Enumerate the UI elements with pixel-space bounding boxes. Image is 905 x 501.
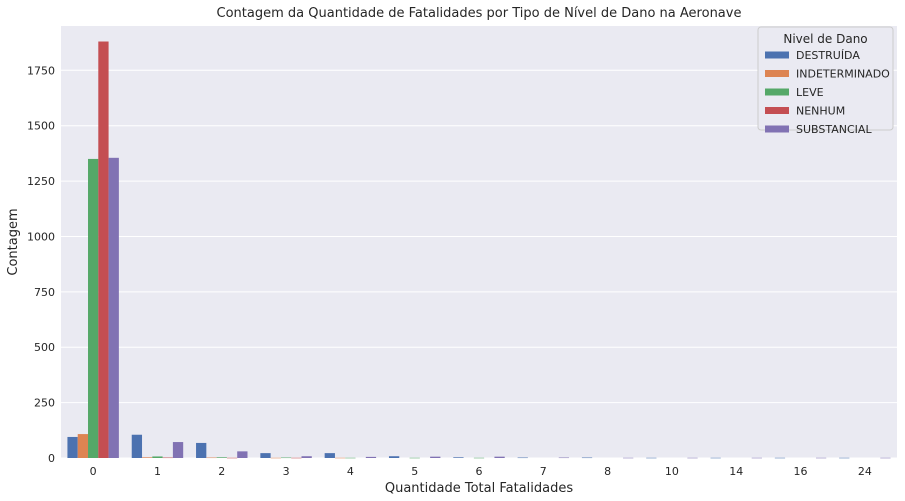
bar-substancial-1: [172, 442, 184, 458]
bar-indeterminado-2: [206, 457, 217, 459]
bar-substancial-14: [751, 457, 762, 459]
bar-nenhum-0: [98, 41, 109, 458]
x-tick-label: 4: [347, 465, 354, 478]
bar-nenhum-1: [162, 457, 173, 459]
x-tick-label: 16: [794, 465, 808, 478]
bar-destruída-0: [67, 436, 78, 458]
legend-label: DESTRUÍDA: [796, 49, 860, 62]
legend-swatch: [765, 70, 789, 77]
legend-label: SUBSTANCIAL: [796, 123, 872, 136]
bar-substancial-6: [494, 456, 505, 458]
x-tick-label: 10: [665, 465, 679, 478]
bar-destruída-2: [196, 442, 207, 458]
bar-destruída-5: [388, 456, 400, 458]
bar-substancial-10: [687, 457, 698, 459]
x-tick-label: 5: [411, 465, 418, 478]
bar-leve-6: [473, 457, 485, 459]
x-tick-label: 0: [90, 465, 97, 478]
bar-indeterminado-4: [334, 457, 346, 459]
bar-leve-4: [345, 457, 356, 459]
bar-substancial-8: [623, 457, 634, 459]
legend-box: [757, 26, 894, 131]
x-tick-label: 8: [604, 465, 611, 478]
bar-substancial-24: [880, 457, 891, 459]
legend-swatch: [765, 125, 789, 133]
bar-destruída-14: [710, 457, 721, 459]
bar-substancial-3: [301, 456, 312, 458]
bar-destruída-3: [260, 453, 271, 458]
x-axis-label: Quantidade Total Fatalidades: [385, 481, 573, 496]
legend-title: Nivel de Dano: [783, 32, 867, 46]
bar-indeterminado-3: [270, 457, 281, 459]
y-tick-label: 250: [34, 397, 55, 410]
legend-swatch: [765, 107, 789, 114]
x-tick-labels: 0 1 2 3 4 5 6 7 8 10 14 16 24: [90, 465, 872, 478]
bar-substancial-16: [815, 457, 827, 459]
bar-substancial-0: [108, 157, 119, 459]
x-tick-label: 1: [154, 465, 161, 478]
x-tick-label: 24: [858, 465, 872, 478]
bar-leve-0: [88, 158, 99, 458]
bar-nenhum-3: [291, 457, 302, 459]
x-tick-label: 2: [218, 465, 225, 478]
bar-leve-3: [280, 457, 292, 459]
y-tick-label: 0: [48, 452, 55, 465]
y-tick-label: 1500: [27, 120, 55, 133]
bar-destruída-8: [581, 457, 593, 459]
bar-substancial-7: [558, 457, 570, 459]
bar-destruída-1: [131, 434, 143, 458]
chart-title: Contagem da Quantidade de Fatalidades po…: [217, 6, 742, 21]
bar-destruída-16: [774, 457, 786, 459]
bar-destruída-10: [646, 457, 657, 459]
legend-entries: DESTRUÍDA INDETERMINADO LEVE NENHUM SUBSTANC…: [765, 49, 890, 136]
bar-destruída-7: [517, 457, 528, 459]
legend-swatch: [765, 88, 789, 96]
x-tick-label: 3: [283, 465, 290, 478]
x-tick-label: 14: [729, 465, 743, 478]
bar-leve-5: [409, 457, 420, 459]
y-tick-label: 1000: [27, 230, 55, 243]
bar-substancial-5: [430, 456, 441, 458]
bar-substancial-4: [365, 456, 377, 458]
y-tick-labels: 0 250 500 750 1000 1250 1500 1750: [27, 64, 55, 465]
x-tick-label: 6: [476, 465, 483, 478]
bar-indeterminado-0: [77, 434, 89, 458]
y-axis-label: Contagem: [6, 208, 21, 275]
legend: Nivel de Dano DESTRUÍDA INDETERMINADO LEVE…: [757, 26, 894, 136]
legend-label: NENHUM: [796, 105, 845, 118]
bar-indeterminado-1: [142, 457, 153, 458]
y-tick-label: 1750: [27, 64, 55, 77]
bar-destruída-6: [453, 457, 464, 458]
bar-leve-1: [152, 456, 163, 458]
y-tick-label: 1250: [27, 175, 55, 188]
bar-leve-2: [216, 457, 227, 458]
legend-swatch: [765, 51, 789, 59]
legend-label: LEVE: [796, 86, 824, 99]
bars: [67, 41, 891, 459]
y-tick-label: 750: [34, 286, 55, 299]
bar-destruída-24: [839, 457, 850, 459]
bar-substancial-2: [237, 451, 248, 458]
bar-nenhum-2: [226, 457, 238, 459]
bar-destruída-4: [324, 453, 335, 458]
x-tick-label: 7: [540, 465, 547, 478]
legend-label: INDETERMINADO: [796, 68, 890, 81]
y-tick-label: 500: [34, 341, 55, 354]
